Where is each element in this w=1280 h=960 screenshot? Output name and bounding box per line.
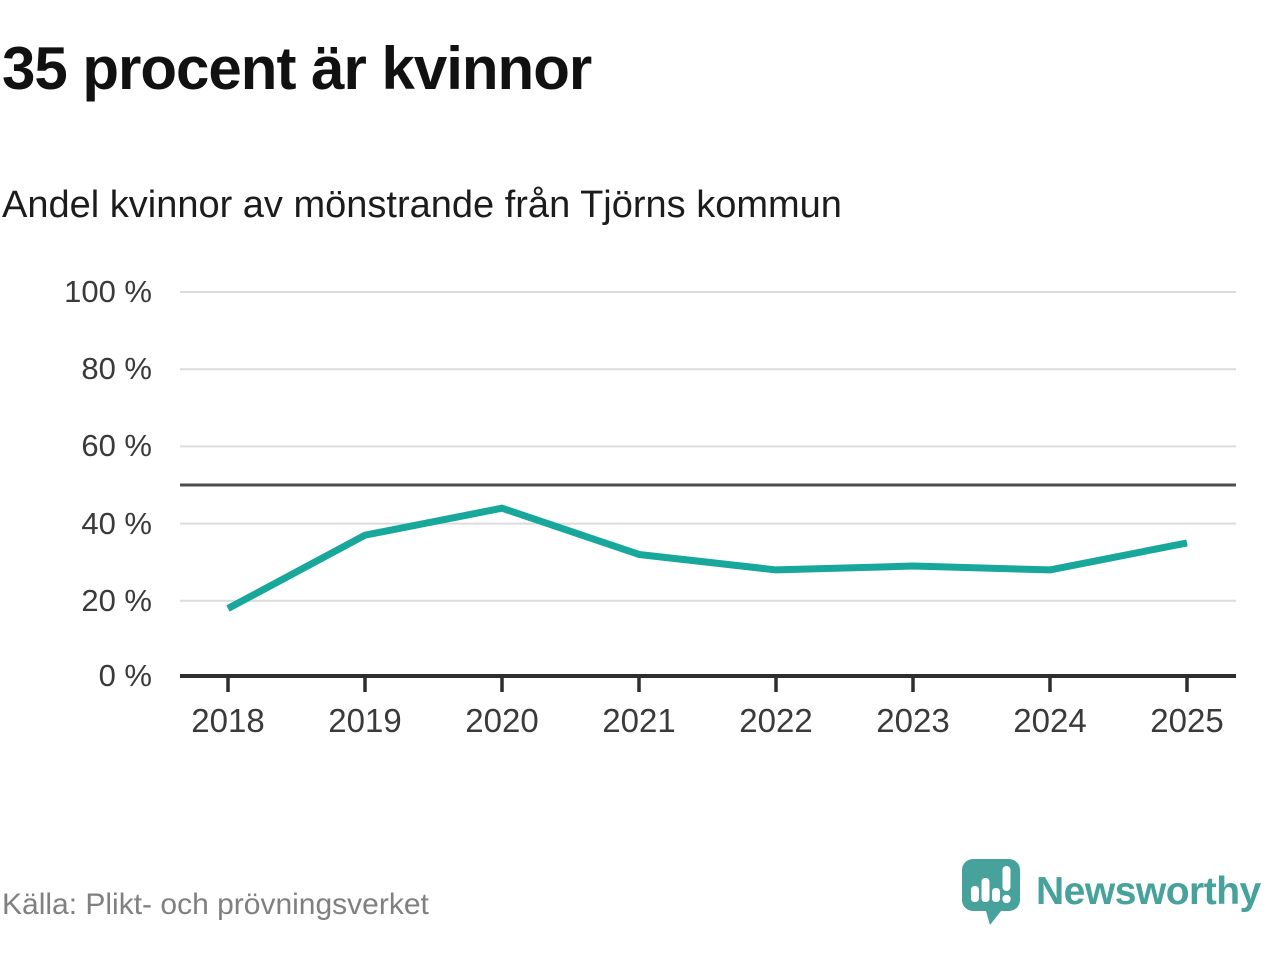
x-axis-tick-label: 2019 — [328, 702, 402, 739]
x-axis-tick-label: 2023 — [876, 702, 950, 739]
chart-subtitle: Andel kvinnor av mönstrande från Tjörns … — [2, 184, 842, 226]
newsworthy-speech-bubble-chart-icon — [962, 859, 1020, 925]
x-axis-tick-label: 2022 — [739, 702, 813, 739]
y-axis-tick-label: 20 % — [81, 582, 152, 618]
x-axis-tick-label: 2020 — [465, 702, 539, 739]
y-axis-tick-label: 100 % — [64, 274, 152, 309]
data-line-andel-kvinnor — [226, 504, 1188, 612]
x-axis-tick-label: 2018 — [191, 702, 265, 739]
logo-wordmark: Newsworthy — [1036, 870, 1261, 913]
chart-title: 35 procent är kvinnor — [2, 35, 592, 102]
x-axis-tick-label: 2021 — [602, 702, 676, 739]
x-axis-tick-label: 2024 — [1013, 702, 1087, 739]
y-axis-tick-label: 80 % — [81, 351, 152, 387]
y-axis-tick-label: 0 % — [98, 658, 152, 693]
source-note: Källa: Plikt- och prövningsverket — [2, 888, 429, 921]
y-axis-tick-label: 40 % — [81, 505, 152, 541]
newsworthy-logo: Newsworthy — [960, 856, 1261, 928]
x-axis-tick-label: 2025 — [1150, 702, 1224, 739]
y-axis-tick-label: 60 % — [81, 428, 152, 464]
